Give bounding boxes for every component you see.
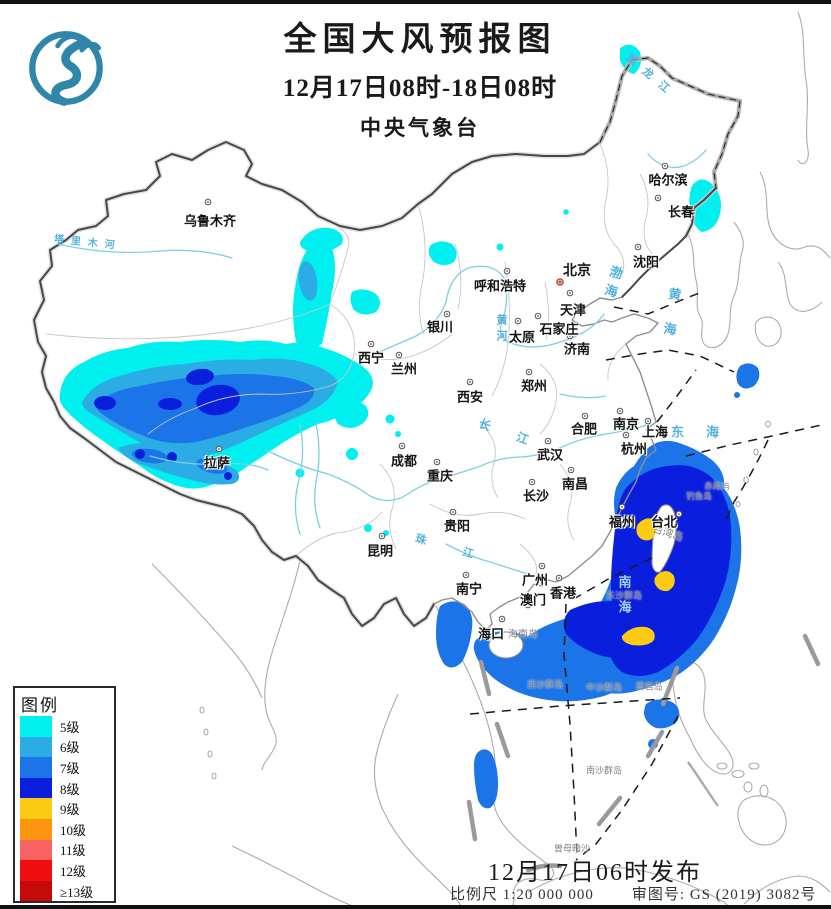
legend-swatch-lv7 [20,757,52,778]
china-coastline [433,296,659,631]
island-label-hainan: 海南岛 [508,629,538,641]
city-label: 天津 [559,302,587,318]
city-label: 呼和浩特 [473,278,527,294]
city-label: 济南 [563,341,591,357]
city-label: 香港 [549,585,577,601]
china-national-border [31,55,743,629]
city-label: 郑州 [520,378,548,394]
legend-label: 8级 [60,781,80,797]
legend-label: 5级 [60,719,80,735]
city-label: 成都 [390,453,418,469]
island-label-zengmu: 曾母暗沙 [553,843,591,854]
legend-panel: 图例 5级 6级 7级 8级 9级 10级 11级 12级 ≥13级 [13,686,116,903]
city-label: 贵阳 [443,518,471,534]
legend-swatch-lv5 [20,716,52,737]
legend-swatch-lv13 [20,880,52,902]
city-label: 石家庄 [539,321,579,337]
agency-name: 中央气象台 [360,116,480,140]
logo-dragon-swirl [51,39,85,106]
legend-label: 7级 [60,760,80,776]
approval-number: 审图号: GS (2019) 3082号 [631,887,817,903]
page-title: 全国大风预报图 [283,22,557,58]
legend-swatch-lv11 [20,839,52,861]
legend-swatch-lv9 [20,798,52,819]
city-label: 重庆 [426,468,454,484]
map-header: 全国大风预报图 12月17日08时-18日08时 中央气象台 [170,12,670,142]
island-label-huangyan: 黄岩岛 [635,681,663,692]
city-label: 昆明 [366,543,394,559]
city-label: 哈尔滨 [648,172,688,188]
city-label: 福州 [608,514,636,530]
island-label-chiwei: 赤尾屿 [704,481,730,491]
map-scale-line: 比例尺 1:20 000 000 审图号: GS (2019) 3082号 [450,883,817,904]
city-label-capital: 北京 [563,262,591,278]
legend-row: 8级 [20,777,93,799]
city-label: 西安 [456,389,484,405]
foreign-coastlines [151,11,831,905]
city-label: 台北 [650,514,678,530]
legend-label: ≥13级 [60,884,94,900]
forecast-period: 12月17日08时-18日08时 [282,75,558,102]
city-label: 太原 [508,329,536,345]
legend-label: 9级 [60,802,80,818]
nine-dash-line [466,633,821,873]
city-label: 南京 [612,416,640,432]
city-label: 西宁 [357,350,385,366]
island-label-xisha: 西沙群岛 [526,679,564,690]
city-label: 银川 [426,319,454,335]
island-label-dongsha: 东沙群岛 [605,590,643,601]
hainan-island-shape [488,631,524,659]
city-label: 兰州 [390,361,418,377]
city-label: 杭州 [620,441,648,457]
release-time: 12月17日06时发布 [488,860,702,886]
legend-label: 12级 [60,863,87,879]
city-label: 海口 [477,626,505,642]
city-label: 长春 [667,204,695,220]
legend-row: 9级 [20,798,93,819]
island-label-nansha: 南沙群岛 [585,765,623,776]
scale-text: 比例尺 1:20 000 000 [450,887,594,903]
city-label: 乌鲁木齐 [183,213,237,229]
china-wind-map [31,11,831,905]
legend-label: 10级 [60,822,87,838]
sea-label-east-china-sea: 东海 [670,424,742,440]
island-label-zhongsha: 中沙群岛 [585,682,623,693]
legend-row: 5级 [20,716,93,737]
island-label-diaoyu: 钓鱼岛 [686,491,712,501]
legend-label: 6级 [60,740,80,756]
river-label-yellow-river: 黄河 [495,314,507,346]
wind-area-lv9 [621,518,675,646]
city-label: 南昌 [561,476,589,492]
legend-swatch-lv6 [20,736,52,758]
legend-label: 11级 [60,843,86,859]
legend-row: 12级 [20,860,93,881]
cma-logo [26,28,106,108]
legend-swatch-lv10 [20,818,52,840]
city-label: 上海 [641,424,669,440]
legend-swatch-lv12 [20,860,52,881]
city-label: 合肥 [570,421,598,437]
legend-row: 7级 [20,757,93,778]
legend-swatch-lv8 [20,777,52,799]
province-borders [45,143,653,575]
legend-title: 图例 [21,696,59,715]
sea-boundary-dashes [469,291,827,861]
legend-row: ≥13级 [20,880,94,902]
sea-label-south-china-sea: 南海 [616,575,632,625]
city-label: 沈阳 [632,254,660,270]
city-label: 拉萨 [203,455,231,471]
city-label: 澳门 [519,592,547,608]
city-label: 广州 [521,572,549,588]
legend-row: 10级 [20,818,93,840]
city-label: 长沙 [522,488,550,504]
legend-row: 11级 [20,839,93,861]
legend-row: 6级 [20,736,93,758]
city-label: 南宁 [455,581,483,597]
city-label: 武汉 [536,447,564,463]
rivers [57,149,707,577]
